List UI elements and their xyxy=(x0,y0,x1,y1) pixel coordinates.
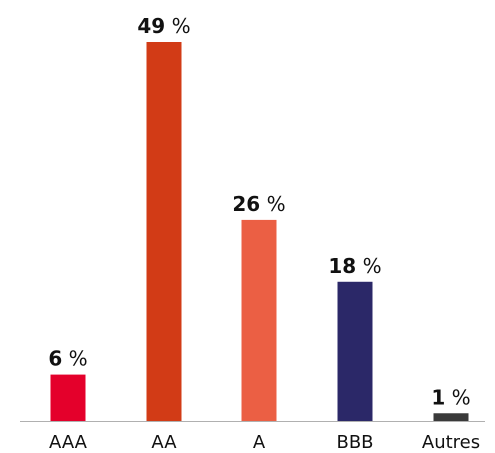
category-label-a: A xyxy=(253,432,266,453)
labels-group: 6 % AAA 49 % AA 26 % A 18 % BBB 1 % Autres xyxy=(48,14,480,453)
bar-bbb xyxy=(337,281,373,421)
value-label-aa: 49 % xyxy=(137,14,190,38)
value-label-autres: 1 % xyxy=(431,385,470,409)
bar-aaa xyxy=(50,374,86,421)
category-label-aaa: AAA xyxy=(49,432,88,453)
category-label-aa: AA xyxy=(151,432,177,453)
value-label-a: 26 % xyxy=(232,192,285,216)
bar-autres xyxy=(433,413,469,421)
category-label-autres: Autres xyxy=(422,432,480,453)
value-label-aaa: 6 % xyxy=(48,347,87,371)
bar-aa xyxy=(146,42,182,421)
category-label-bbb: BBB xyxy=(336,432,373,453)
value-label-bbb: 18 % xyxy=(328,254,381,278)
bar-a xyxy=(241,219,277,421)
bars-group xyxy=(50,42,469,421)
